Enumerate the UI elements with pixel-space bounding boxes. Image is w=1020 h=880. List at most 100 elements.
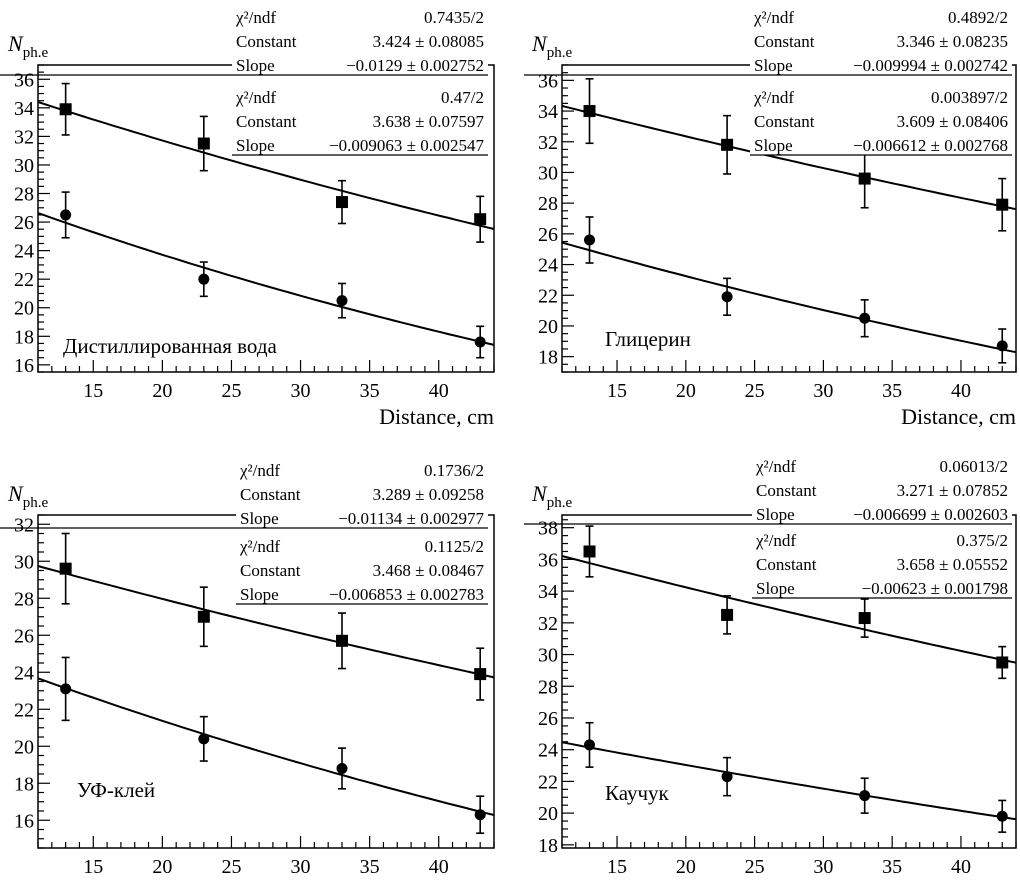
stats-value: 0.06013/2 — [940, 457, 1008, 476]
fit-stats-box: χ²/ndf 0.47/2 Constant 3.638 ± 0.07597 Slope… — [232, 85, 488, 156]
chart-panel-4: 1520253035401820222426283032343638Nph.eD… — [524, 454, 1017, 878]
y-axis-label-subscript: ph.e — [23, 45, 49, 61]
data-point-circle — [336, 762, 348, 774]
data-point-circle — [584, 739, 596, 751]
data-point-circle — [721, 771, 733, 783]
fit-stats-box: χ²/ndf 0.4892/2 Constant 3.346 ± 0.08235 Slo… — [750, 5, 1012, 76]
data-point-square — [59, 562, 72, 575]
y-tick-label: 20 — [14, 736, 34, 758]
data-point-circle — [996, 810, 1008, 822]
fit-stats-box: χ²/ndf 0.003897/2 Constant 3.609 ± 0.08406 S… — [750, 85, 1012, 156]
stats-label: Slope — [236, 56, 275, 75]
stats-box-background — [752, 528, 1012, 598]
y-tick-label: 16 — [14, 810, 34, 832]
data-point-circle — [60, 683, 72, 695]
fit-curve-2 — [561, 241, 1017, 354]
y-tick-label: 28 — [538, 676, 558, 698]
x-tick-label: 15 — [607, 380, 627, 402]
stats-label: Slope — [756, 579, 795, 598]
stats-value: 0.1125/2 — [425, 537, 484, 556]
y-tick-label: 36 — [14, 69, 34, 91]
stats-value: 0.4892/2 — [948, 8, 1008, 27]
data-point-circle — [474, 336, 486, 348]
y-tick-label: 22 — [14, 269, 34, 291]
material-label: УФ-клей — [77, 778, 155, 802]
stats-value: −0.0129 ± 0.002752 — [346, 56, 484, 75]
x-tick-label: 40 — [951, 380, 971, 402]
data-point-square — [474, 213, 487, 226]
y-tick-label: 20 — [14, 298, 34, 320]
stats-box-background — [232, 85, 488, 155]
y-tick-label: 16 — [14, 355, 34, 377]
y-tick-label: 18 — [14, 326, 34, 348]
data-point-square — [59, 103, 72, 116]
x-tick-label: 20 — [676, 856, 696, 878]
y-tick-label: 24 — [538, 740, 558, 762]
y-tick-label: 30 — [538, 645, 558, 667]
x-tick-label: 15 — [607, 856, 627, 878]
data-point-circle — [721, 291, 733, 303]
y-tick-label: 34 — [538, 581, 558, 603]
y-tick-label: 36 — [538, 549, 558, 571]
y-tick-label: 30 — [14, 551, 34, 573]
stats-value: −0.006853 ± 0.002783 — [329, 585, 484, 604]
stats-label: Constant — [240, 561, 301, 580]
x-tick-label: 20 — [152, 380, 172, 402]
y-tick-label: 24 — [538, 255, 558, 277]
x-tick-label: 35 — [882, 856, 902, 878]
y-tick-label: 32 — [538, 613, 558, 635]
y-tick-label: 18 — [14, 773, 34, 795]
data-point-square — [858, 172, 871, 185]
stats-box-background — [750, 85, 1012, 155]
material-label: Каучук — [605, 781, 670, 805]
x-tick-label: 20 — [676, 380, 696, 402]
data-point-circle — [859, 790, 871, 802]
y-tick-label: 24 — [14, 662, 34, 684]
y-tick-label: 28 — [538, 193, 558, 215]
stats-box-background — [236, 534, 488, 604]
stats-value: 0.47/2 — [441, 88, 484, 107]
data-point-square — [721, 138, 734, 151]
stats-label: Slope — [236, 136, 275, 155]
stats-label: Constant — [236, 112, 297, 131]
x-tick-label: 30 — [813, 856, 833, 878]
y-tick-label: 32 — [14, 514, 34, 536]
fit-stats-box: χ²/ndf 0.06013/2 Constant 3.271 ± 0.07852 Sl… — [752, 454, 1012, 525]
stats-label: χ²/ndf — [235, 88, 276, 107]
stats-label: Constant — [756, 481, 817, 500]
y-tick-label: 22 — [538, 771, 558, 793]
data-point-circle — [336, 295, 348, 307]
data-point-square — [721, 608, 734, 621]
stats-value: −0.00623 ± 0.001798 — [862, 579, 1008, 598]
stats-value: 3.289 ± 0.09258 — [373, 485, 484, 504]
y-axis-label: Nph.e — [531, 481, 572, 511]
x-tick-label: 25 — [745, 380, 765, 402]
y-tick-label: 30 — [14, 155, 34, 177]
stats-box-background — [232, 5, 488, 75]
y-tick-label: 28 — [14, 184, 34, 206]
x-tick-label: 40 — [951, 856, 971, 878]
stats-value: −0.009994 ± 0.002742 — [853, 56, 1008, 75]
x-tick-label: 35 — [360, 856, 380, 878]
x-tick-label: 30 — [291, 380, 311, 402]
stats-label: χ²/ndf — [235, 8, 276, 27]
stats-value: 3.468 ± 0.08467 — [373, 561, 485, 580]
fit-curve-2 — [37, 212, 495, 346]
x-tick-label: 35 — [882, 380, 902, 402]
chart-panel-1: 15 20 25 30 35 40 16 18 20 22 24 26 28 30 32 34 36 Nph.e D… — [0, 5, 495, 429]
y-tick-label: 36 — [538, 70, 558, 92]
x-tick-label: 15 — [83, 856, 103, 878]
x-tick-label: 30 — [813, 380, 833, 402]
stats-label: Slope — [756, 505, 795, 524]
y-tick-label: 30 — [538, 162, 558, 184]
stats-value: −0.01134 ± 0.002977 — [338, 509, 484, 528]
x-tick-label: 30 — [291, 856, 311, 878]
stats-label: Constant — [240, 485, 301, 504]
data-point-circle — [198, 733, 210, 745]
chart-panel-2: 15 20 25 30 35 40 18 20 22 24 26 28 30 32 34 36 Nph.e Dis… — [524, 5, 1017, 429]
data-point-square — [583, 545, 596, 558]
y-axis-label: Nph.e — [7, 31, 48, 61]
y-tick-label: 22 — [538, 285, 558, 307]
x-tick-label: 35 — [360, 380, 380, 402]
data-point-square — [474, 668, 487, 681]
